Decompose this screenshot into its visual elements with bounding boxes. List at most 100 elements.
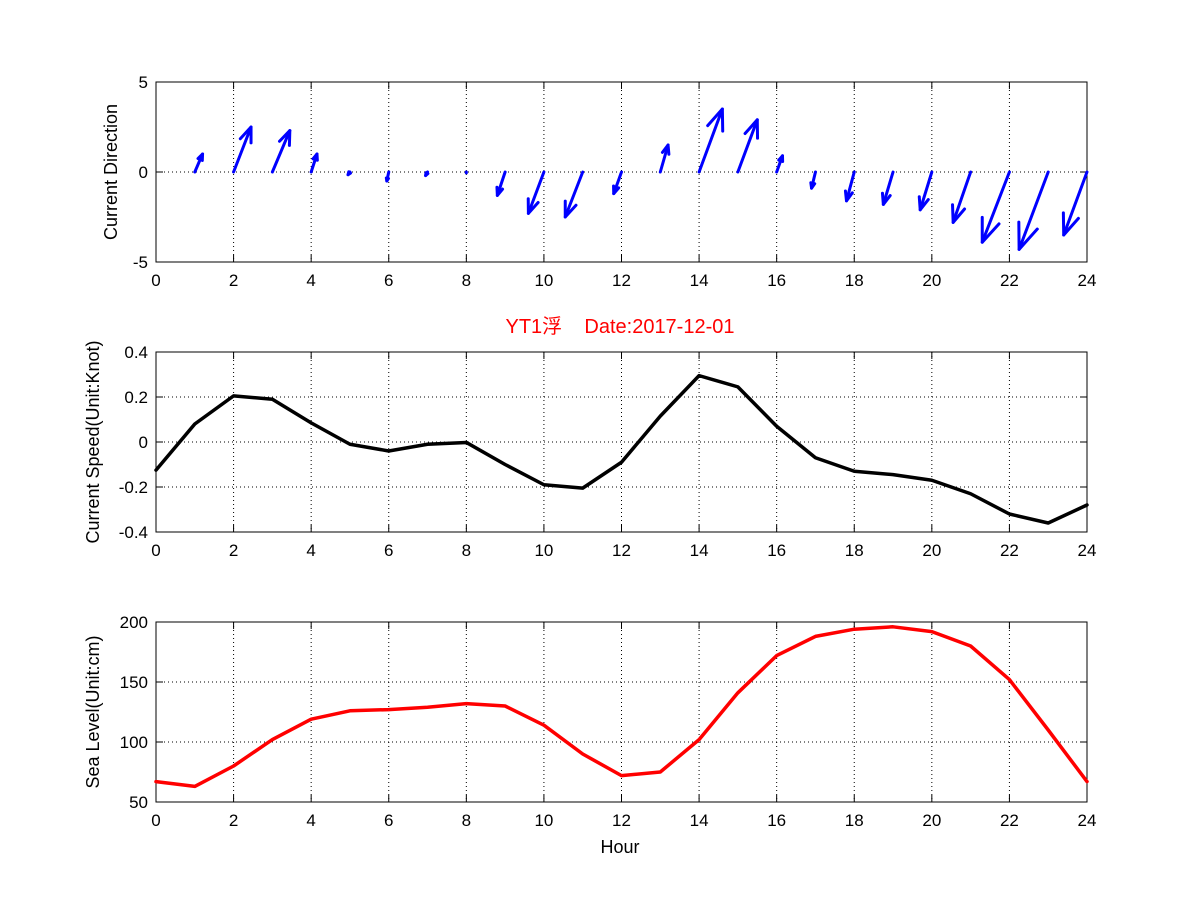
arrow-head <box>917 195 930 212</box>
current-vector-arrow <box>1017 170 1050 251</box>
chart-title: YT1浮 Date:2017-12-01 <box>505 315 734 338</box>
x-tick-label: 6 <box>384 541 393 560</box>
x-tick-label: 18 <box>845 271 864 290</box>
arrow-shaft <box>526 170 546 215</box>
arrow-shaft <box>881 170 895 206</box>
y-tick-label: 150 <box>120 673 148 692</box>
x-tick-label: 2 <box>229 811 238 830</box>
x-tick-label: 2 <box>229 541 238 560</box>
current-vector-arrow <box>775 154 785 174</box>
arrow-head <box>238 125 253 145</box>
x-tick-label: 12 <box>612 271 631 290</box>
x-tick-label: 24 <box>1078 271 1097 290</box>
x-tick-label: 12 <box>612 541 631 560</box>
arrow-head <box>612 184 621 196</box>
arrow-head <box>526 197 540 215</box>
current-vector-arrow <box>658 143 671 174</box>
y-axis-label-speed: Current Speed(Unit:Knot) <box>83 340 103 543</box>
arrow-head <box>706 107 725 133</box>
arrow-head <box>346 170 353 177</box>
current-vector-arrow <box>193 152 205 174</box>
y-tick-label: 0 <box>139 163 148 182</box>
y-tick-label: 0.2 <box>124 388 148 407</box>
arrow-head <box>384 176 390 183</box>
x-tick-label: 16 <box>767 271 786 290</box>
x-tick-label: 14 <box>690 271 709 290</box>
x-tick-label: 4 <box>306 541 315 560</box>
arrow-head <box>495 185 505 197</box>
current-vector-arrow <box>424 170 430 178</box>
current-vector-arrow <box>346 170 353 177</box>
y-tick-label: -5 <box>133 253 148 272</box>
arrow-shaft <box>563 170 585 219</box>
current-vector-arrow <box>736 118 760 174</box>
x-tick-label: 10 <box>534 271 553 290</box>
x-tick-label: 0 <box>151 811 160 830</box>
arrow-head <box>311 152 319 162</box>
arrow-shaft <box>980 170 1011 244</box>
y-tick-label: 50 <box>129 793 148 812</box>
current-vector-arrow <box>880 170 895 206</box>
y-axis-label-direction: Current Direction <box>101 104 121 240</box>
current-vector-arrow <box>697 107 725 174</box>
x-tick-label: 20 <box>922 811 941 830</box>
arrow-shaft <box>270 129 292 174</box>
current-vector-arrow <box>526 170 546 215</box>
arrow-head <box>880 191 892 206</box>
arrow-shaft <box>918 170 934 212</box>
x-tick-label: 18 <box>845 541 864 560</box>
x-axis-label: Hour <box>600 837 639 857</box>
arrow-head <box>1017 220 1039 251</box>
current-vector-arrow <box>809 170 817 190</box>
arrow-head <box>278 129 292 147</box>
current-vector-arrow <box>951 170 973 224</box>
arrow-shaft <box>232 125 253 174</box>
current-vector-arrow <box>980 170 1011 244</box>
arrow-head <box>660 143 671 156</box>
x-tick-label: 6 <box>384 271 393 290</box>
arrow-shaft <box>951 170 973 224</box>
x-tick-label: 20 <box>922 271 941 290</box>
arrow-head <box>809 181 817 190</box>
current-direction-panel: 0 2 4 6 8 10 12 14 16 18 20 22 24-505 <box>133 73 1097 290</box>
x-tick-label: 8 <box>462 271 471 290</box>
current-vector-arrow <box>309 152 319 174</box>
x-tick-label: 16 <box>767 811 786 830</box>
current-vector-arrow <box>495 170 507 197</box>
x-tick-label: 12 <box>612 811 631 830</box>
x-tick-label: 22 <box>1000 271 1019 290</box>
arrow-head <box>743 118 760 140</box>
arrow-head <box>843 189 854 203</box>
x-tick-label: 4 <box>306 811 315 830</box>
x-tick-label: 22 <box>1000 541 1019 560</box>
current-vector-arrow <box>1061 170 1089 237</box>
y-tick-label: -0.2 <box>119 478 148 497</box>
arrow-shaft <box>844 170 856 203</box>
y-tick-label: 100 <box>120 733 148 752</box>
arrow-shaft <box>697 107 724 174</box>
current-vector-arrow <box>232 125 253 174</box>
y-tick-label: 200 <box>120 613 148 632</box>
x-tick-label: 8 <box>462 811 471 830</box>
arrow-head <box>196 152 205 162</box>
x-tick-label: 16 <box>767 541 786 560</box>
current-speed-panel: 0 2 4 6 8 10 12 14 16 18 20 22 24-0.4-0.200.20.4 <box>119 343 1097 560</box>
arrow-head <box>563 199 578 219</box>
current-vector-arrow <box>270 129 292 174</box>
x-tick-label: 20 <box>922 541 941 560</box>
x-tick-label: 14 <box>690 811 709 830</box>
x-tick-label: 4 <box>306 271 315 290</box>
x-tick-label: 22 <box>1000 811 1019 830</box>
arrow-shaft <box>1017 170 1050 251</box>
arrow-shaft <box>658 143 670 174</box>
x-tick-label: 2 <box>229 271 238 290</box>
x-tick-label: 18 <box>845 811 864 830</box>
current-vector-arrow <box>917 170 934 212</box>
arrow-head <box>777 154 785 163</box>
current-vector-arrow <box>384 170 391 183</box>
x-tick-label: 0 <box>151 541 160 560</box>
arrow-head <box>980 215 1001 244</box>
current-vector-arrow <box>563 170 585 219</box>
